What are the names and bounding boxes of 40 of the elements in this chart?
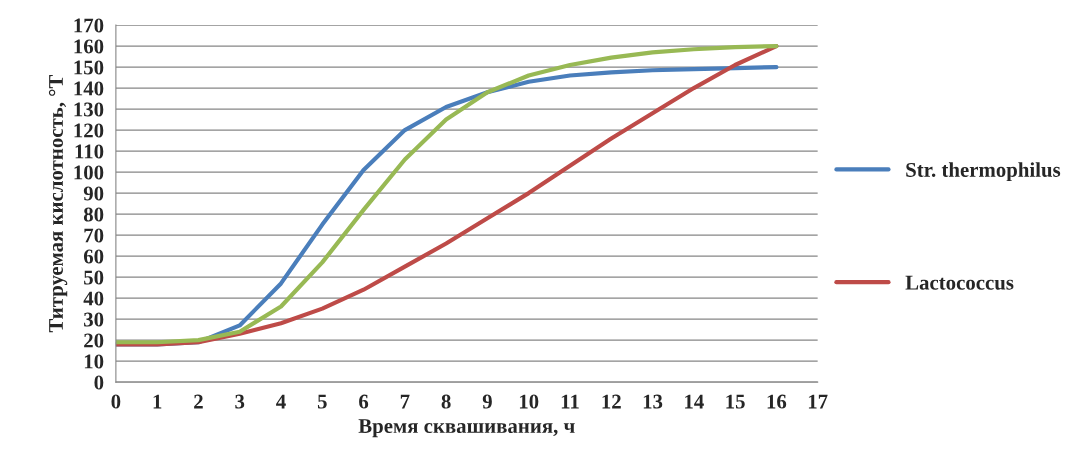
x-tick-label: 8 bbox=[441, 394, 451, 409]
legend-label: Lactococcus bbox=[905, 275, 1014, 290]
x-tick-label: 5 bbox=[317, 394, 327, 409]
y-tick-label: 170 bbox=[74, 18, 104, 33]
y-tick-label: 30 bbox=[84, 312, 104, 327]
x-tick-label: 17 bbox=[808, 394, 828, 409]
x-axis-title: Время сквашивания, ч bbox=[358, 419, 575, 438]
y-tick-label: 50 bbox=[84, 270, 104, 285]
y-tick-label: 160 bbox=[74, 39, 104, 54]
x-tick-label: 14 bbox=[685, 394, 704, 409]
x-tick-label: 15 bbox=[726, 394, 745, 409]
x-tick-label: 3 bbox=[235, 394, 245, 409]
x-tick-label: 6 bbox=[359, 394, 369, 409]
legend-label: Str. thermophilus bbox=[906, 162, 1061, 182]
y-tick-label: 60 bbox=[83, 249, 104, 264]
y-tick-label: 90 bbox=[83, 186, 104, 201]
y-tick-label: 10 bbox=[84, 354, 104, 369]
x-tick-label: 0 bbox=[111, 394, 121, 409]
y-tick-label: 0 bbox=[94, 375, 104, 390]
x-tick-label: 16 bbox=[767, 394, 787, 409]
y-tick-label: 130 bbox=[74, 102, 104, 117]
x-tick-label: 12 bbox=[602, 394, 621, 409]
y-tick-label: 40 bbox=[83, 291, 104, 306]
x-tick-label: 4 bbox=[276, 394, 286, 409]
x-tick-label: 11 bbox=[561, 394, 579, 409]
x-tick-label: 1 bbox=[153, 394, 162, 409]
x-tick-label: 2 bbox=[194, 394, 203, 409]
y-tick-label: 70 bbox=[84, 228, 104, 243]
y-tick-label: 150 bbox=[74, 60, 104, 75]
y-tick-label: 120 bbox=[74, 123, 104, 138]
y-tick-label: 20 bbox=[84, 333, 104, 348]
x-tick-label: 9 bbox=[482, 394, 492, 409]
y-axis-title: Титруемая кислотность, °Т bbox=[48, 74, 68, 333]
x-tick-label: 10 bbox=[519, 394, 539, 409]
y-tick-label: 110 bbox=[75, 144, 104, 159]
y-tick-label: 140 bbox=[74, 81, 104, 96]
x-tick-label: 7 bbox=[400, 394, 410, 409]
x-tick-label: 13 bbox=[643, 394, 663, 409]
y-tick-label: 100 bbox=[74, 165, 104, 180]
y-tick-label: 80 bbox=[83, 207, 104, 222]
